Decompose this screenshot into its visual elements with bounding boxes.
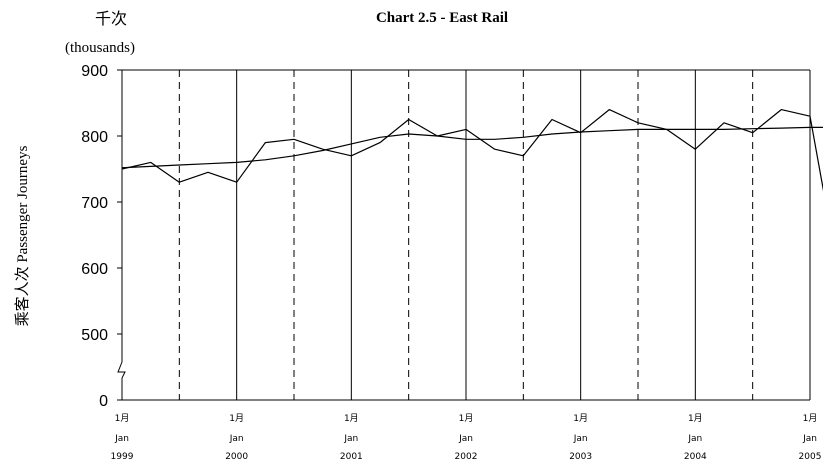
gridlines [178, 70, 754, 400]
x-tick-month-en: Jan [687, 434, 702, 444]
x-tick-year: 2000 [225, 452, 248, 462]
y-axis-label: 乘客人次 Passenger Journeys [14, 145, 31, 326]
chart-title: Chart 2.5 - East Rail [376, 10, 508, 26]
unit-label-en: (thousands) [65, 40, 135, 56]
x-tick-labels: 1月 Jan 1999 1月 Jan 2000 1月 Jan 2001 1月 Jan 2002 1月 Ja… [111, 413, 822, 462]
x-tick-month: 1月 [344, 413, 359, 424]
y-tick-label: 700 [81, 195, 108, 212]
series-line-actual [121, 108, 823, 192]
x-tick-month: 1月 [803, 413, 818, 424]
plot-frame [117, 69, 811, 401]
x-tick-month-en: Jan [229, 434, 244, 444]
x-tick-year: 2005 [799, 452, 822, 462]
unit-label-cn: 千次 [95, 9, 127, 28]
series-line-trend [121, 126, 823, 169]
x-tick-year: 2003 [569, 452, 592, 462]
x-tick-month: 1月 [573, 413, 588, 424]
x-tick-month-en: Jan [114, 434, 129, 444]
x-tick-year: 2004 [684, 452, 707, 462]
series-lines [121, 108, 823, 192]
y-tick-label: 500 [81, 327, 108, 344]
x-tick-month: 1月 [688, 413, 703, 424]
x-tick-year: 2001 [340, 452, 363, 462]
y-tick-label: 600 [81, 261, 108, 278]
x-tick-month-en: Jan [343, 434, 358, 444]
axis-break-mark [117, 361, 126, 379]
y-tick-labels: 0 500 600 700 800 900 [81, 63, 108, 410]
x-tick-month-en: Jan [458, 434, 473, 444]
x-tick-year: 2002 [455, 452, 478, 462]
y-tick-label: 800 [81, 129, 108, 146]
x-tick-month-en: Jan [573, 434, 588, 444]
x-tick-month: 1月 [459, 413, 474, 424]
y-tick-label: 0 [99, 393, 108, 410]
x-tick-month: 1月 [115, 413, 130, 424]
x-tick-year: 1999 [111, 452, 134, 462]
y-tick-label: 900 [81, 63, 108, 80]
x-tick-month: 1月 [229, 413, 244, 424]
x-tick-month-en: Jan [802, 434, 817, 444]
